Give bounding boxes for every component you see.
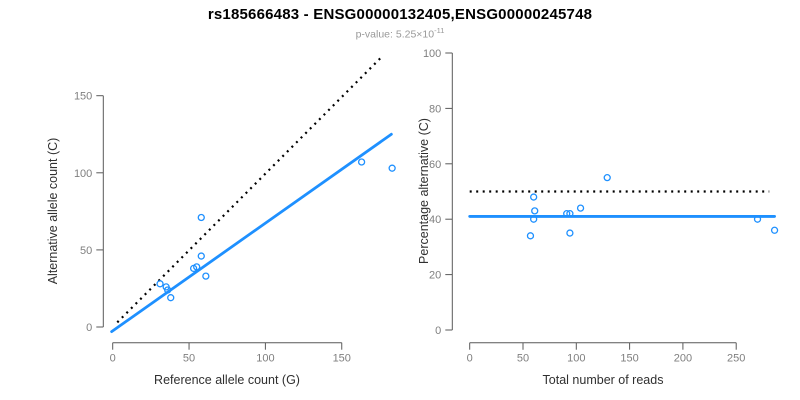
data-point <box>530 193 538 201</box>
identity-line <box>116 54 384 324</box>
y-axis-title: Alternative allele count (C) <box>46 138 60 285</box>
data-point <box>197 213 205 222</box>
data-point <box>530 215 538 223</box>
y-tick-label: 50 <box>80 245 92 257</box>
y-tick-label: 100 <box>74 168 92 180</box>
data-point <box>770 226 779 234</box>
x-tick-label: 150 <box>620 353 638 365</box>
p-value-exponent: -11 <box>434 26 445 35</box>
data-point <box>167 294 175 302</box>
data-point <box>603 173 611 182</box>
plot-subtitle: p-value: 5.25×10-11 <box>0 26 800 41</box>
p-value-text: p-value: 5.25×10 <box>355 28 435 41</box>
x-tick-label: 100 <box>256 353 274 365</box>
y-tick-label: 40 <box>429 214 441 226</box>
x-tick-label: 50 <box>183 353 195 365</box>
left-scatter-panel: 0 50 100 150 0 50 100 150 Reference allele count… <box>46 54 396 387</box>
plot-title: rs185666483 - ENSG00000132405,ENSG000002… <box>207 6 593 23</box>
x-tick-label: 150 <box>333 353 351 365</box>
data-point <box>753 215 762 223</box>
data-point <box>388 164 396 172</box>
data-point <box>576 204 585 212</box>
x-tick-label: 0 <box>110 353 116 365</box>
x-axis-title: Total number of reads <box>543 373 664 387</box>
y-axis-title: Percentage alternative (C) <box>417 118 431 264</box>
y-tick-label: 0 <box>86 322 92 334</box>
data-point <box>357 158 366 166</box>
y-tick-label: 0 <box>435 325 441 337</box>
data-point <box>563 210 571 218</box>
data-point <box>526 232 535 240</box>
y-tick-label: 100 <box>423 48 441 60</box>
data-point <box>202 272 210 280</box>
data-point <box>164 286 172 294</box>
data-point <box>531 207 539 215</box>
x-axis-title: Reference allele count (G) <box>154 373 300 387</box>
data-point <box>193 263 201 271</box>
right-scatter-panel: 0 20 40 60 80 100 0 50 100 150 200 250 Total number … <box>417 48 779 387</box>
y-tick-label: 80 <box>429 103 441 115</box>
data-point <box>566 229 574 237</box>
data-point <box>156 280 164 288</box>
y-tick-label: 60 <box>429 159 441 171</box>
y-tick-label: 150 <box>74 91 92 103</box>
x-tick-label: 200 <box>674 353 692 365</box>
x-tick-label: 50 <box>517 353 529 365</box>
x-tick-label: 100 <box>567 353 585 365</box>
x-tick-label: 0 <box>467 353 473 365</box>
data-point <box>197 252 205 260</box>
data-point <box>566 210 574 218</box>
x-tick-label: 250 <box>727 353 745 365</box>
fit-line <box>110 132 393 334</box>
y-tick-label: 20 <box>429 270 441 282</box>
